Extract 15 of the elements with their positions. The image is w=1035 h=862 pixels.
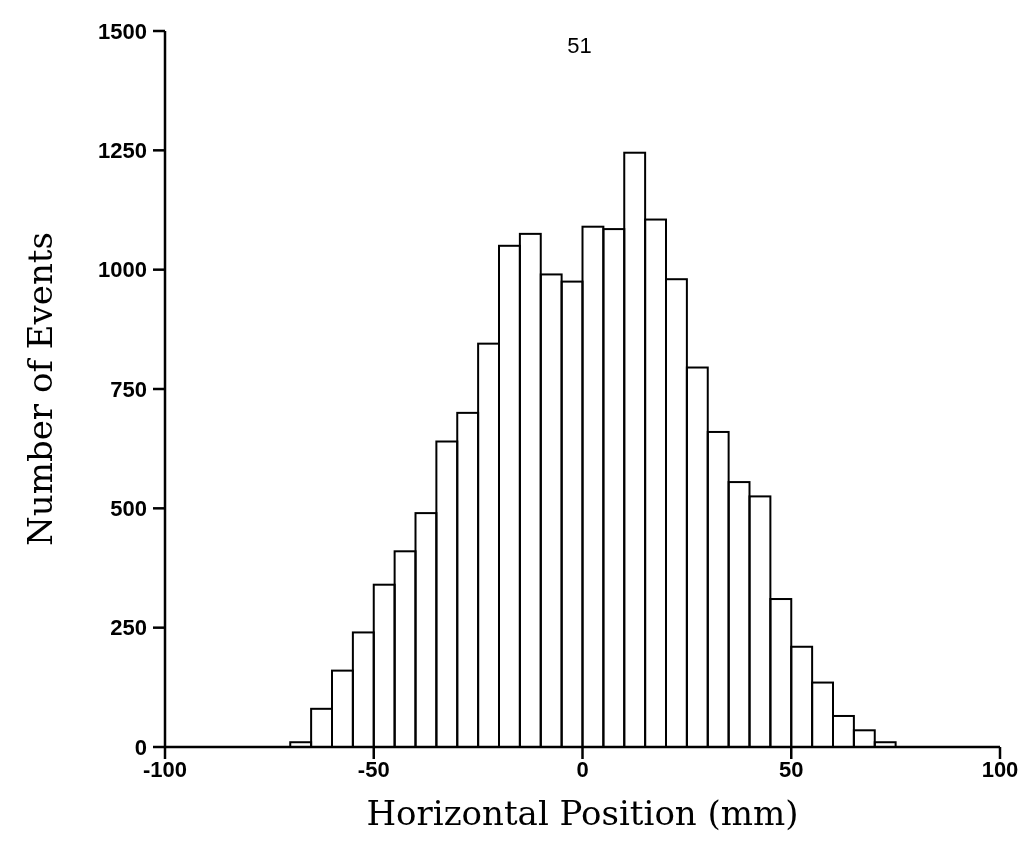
y-tick-label: 0 [134,734,147,760]
x-axis-title: Horizontal Position (mm) [366,793,799,833]
annotation: 51 [567,33,592,58]
y-tick-label: 1000 [98,257,147,283]
x-tick-label: 100 [981,757,1019,782]
x-tick-label: -100 [142,757,188,782]
y-axis-title: Number of Events [20,232,60,546]
x-tick-label: -50 [357,757,390,782]
x-tick-label: 0 [576,757,589,782]
y-tick-label: 1250 [98,138,147,164]
y-tick-label: 750 [110,376,147,402]
y-tick-label: 1500 [98,18,147,44]
y-tick-label: 500 [110,496,147,522]
y-tick-label: 250 [110,615,147,641]
x-tick-label: 50 [779,757,804,782]
